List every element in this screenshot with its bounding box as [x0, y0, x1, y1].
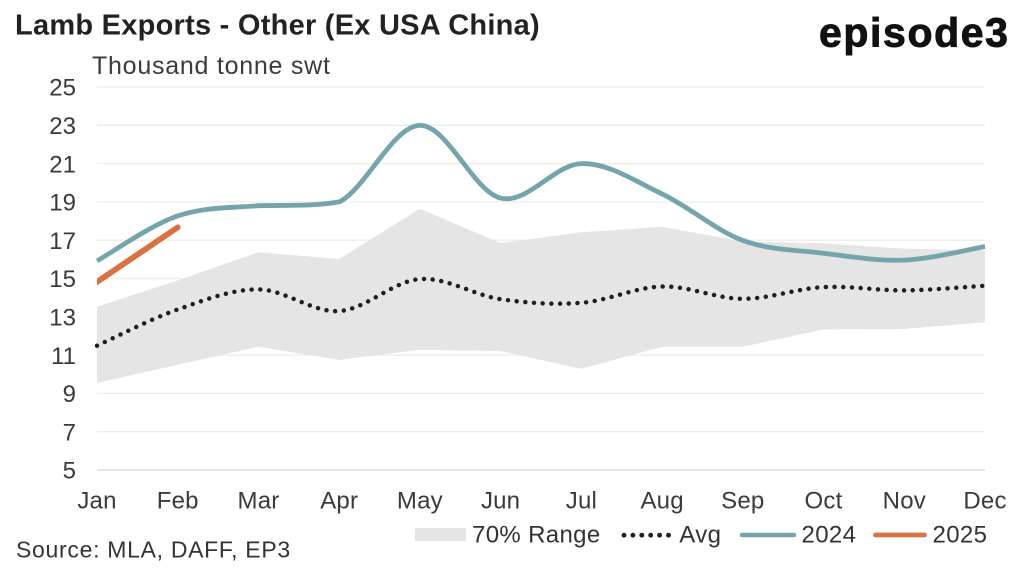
svg-text:Oct: Oct — [805, 488, 843, 515]
svg-text:Nov: Nov — [883, 488, 926, 515]
svg-text:2025: 2025 — [933, 522, 988, 549]
svg-text:9: 9 — [63, 381, 76, 408]
svg-text:5: 5 — [63, 458, 76, 485]
svg-text:Avg: Avg — [679, 522, 721, 549]
svg-text:Source: MLA, DAFF, EP3: Source: MLA, DAFF, EP3 — [16, 537, 291, 563]
svg-text:Jul: Jul — [566, 488, 597, 515]
svg-text:Thousand tonne swt: Thousand tonne swt — [92, 52, 331, 80]
svg-text:Lamb Exports - Other (Ex USA C: Lamb Exports - Other (Ex USA China) — [15, 10, 540, 42]
svg-text:7: 7 — [63, 419, 76, 446]
svg-text:19: 19 — [49, 190, 76, 217]
svg-text:17: 17 — [49, 228, 76, 255]
svg-text:2024: 2024 — [802, 522, 857, 549]
svg-text:Sep: Sep — [721, 488, 764, 515]
svg-text:episode3: episode3 — [819, 10, 1010, 56]
svg-text:Aug: Aug — [640, 488, 683, 515]
svg-text:Jun: Jun — [481, 488, 520, 515]
svg-text:Dec: Dec — [963, 488, 1006, 515]
svg-text:21: 21 — [49, 151, 76, 178]
svg-text:Apr: Apr — [320, 488, 358, 515]
svg-text:Jan: Jan — [77, 488, 116, 515]
svg-text:15: 15 — [49, 266, 76, 293]
svg-text:25: 25 — [49, 75, 76, 102]
svg-text:Mar: Mar — [238, 488, 280, 515]
svg-text:May: May — [397, 488, 443, 515]
svg-text:13: 13 — [49, 305, 76, 332]
svg-text:23: 23 — [49, 113, 76, 140]
svg-text:70% Range: 70% Range — [472, 522, 601, 549]
svg-text:Feb: Feb — [157, 488, 199, 515]
svg-text:11: 11 — [51, 343, 76, 370]
